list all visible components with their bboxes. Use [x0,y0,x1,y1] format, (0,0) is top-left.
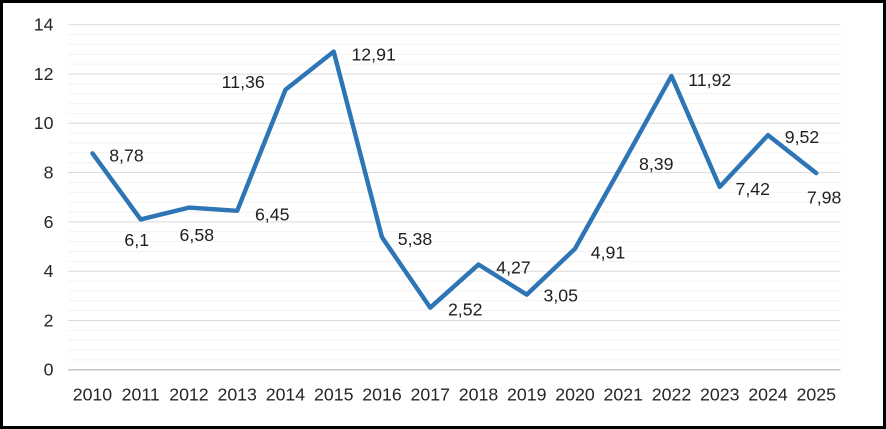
data-label: 3,05 [543,286,578,306]
x-tick-label: 2014 [266,384,306,404]
data-label: 12,91 [351,44,395,64]
y-tick-label: 8 [44,163,54,183]
x-tick-label: 2021 [603,384,642,404]
data-label: 8,78 [109,145,144,165]
x-tick-label: 2017 [410,384,449,404]
y-tick-label: 4 [44,261,54,281]
x-tick-label: 2015 [314,384,354,404]
x-tick-label: 2013 [217,384,257,404]
series-line [90,49,819,310]
data-label: 6,45 [255,205,290,225]
data-label: 8,39 [639,154,674,174]
data-label: 4,91 [591,243,626,263]
y-tick-label: 14 [34,15,54,35]
data-label: 4,27 [496,257,531,277]
x-tick-label: 2024 [748,384,788,404]
data-label: 6,58 [180,225,215,245]
data-label: 2,52 [448,300,483,320]
line-chart: 0 2 4 6 8 10 12 14 2010 2011 2012 2013 2014 2015 2016 2… [34,15,842,405]
x-tick-label: 2022 [652,384,691,404]
data-label: 5,38 [398,229,433,249]
x-tick-label: 2010 [73,384,113,404]
x-tick-label: 2023 [700,384,740,404]
x-tick-label: 2018 [459,384,499,404]
x-tick-label: 2025 [797,384,837,404]
y-tick-label: 0 [44,360,54,380]
data-label: 7,98 [807,188,842,208]
x-tick-label: 2012 [169,384,208,404]
y-tick-label: 2 [44,310,54,330]
data-label: 11,92 [688,70,731,90]
x-tick-label: 2019 [507,384,547,404]
data-label: 6,1 [124,230,149,250]
y-tick-label: 10 [34,113,54,133]
x-tick-label: 2011 [122,384,160,404]
y-tick-label: 12 [34,64,54,84]
data-label: 7,42 [736,179,771,199]
x-tick-label: 2020 [555,384,595,404]
x-tick-label: 2016 [362,384,402,404]
y-tick-label: 6 [44,212,54,232]
data-label: 9,52 [785,127,820,147]
data-label: 11,36 [222,72,265,92]
